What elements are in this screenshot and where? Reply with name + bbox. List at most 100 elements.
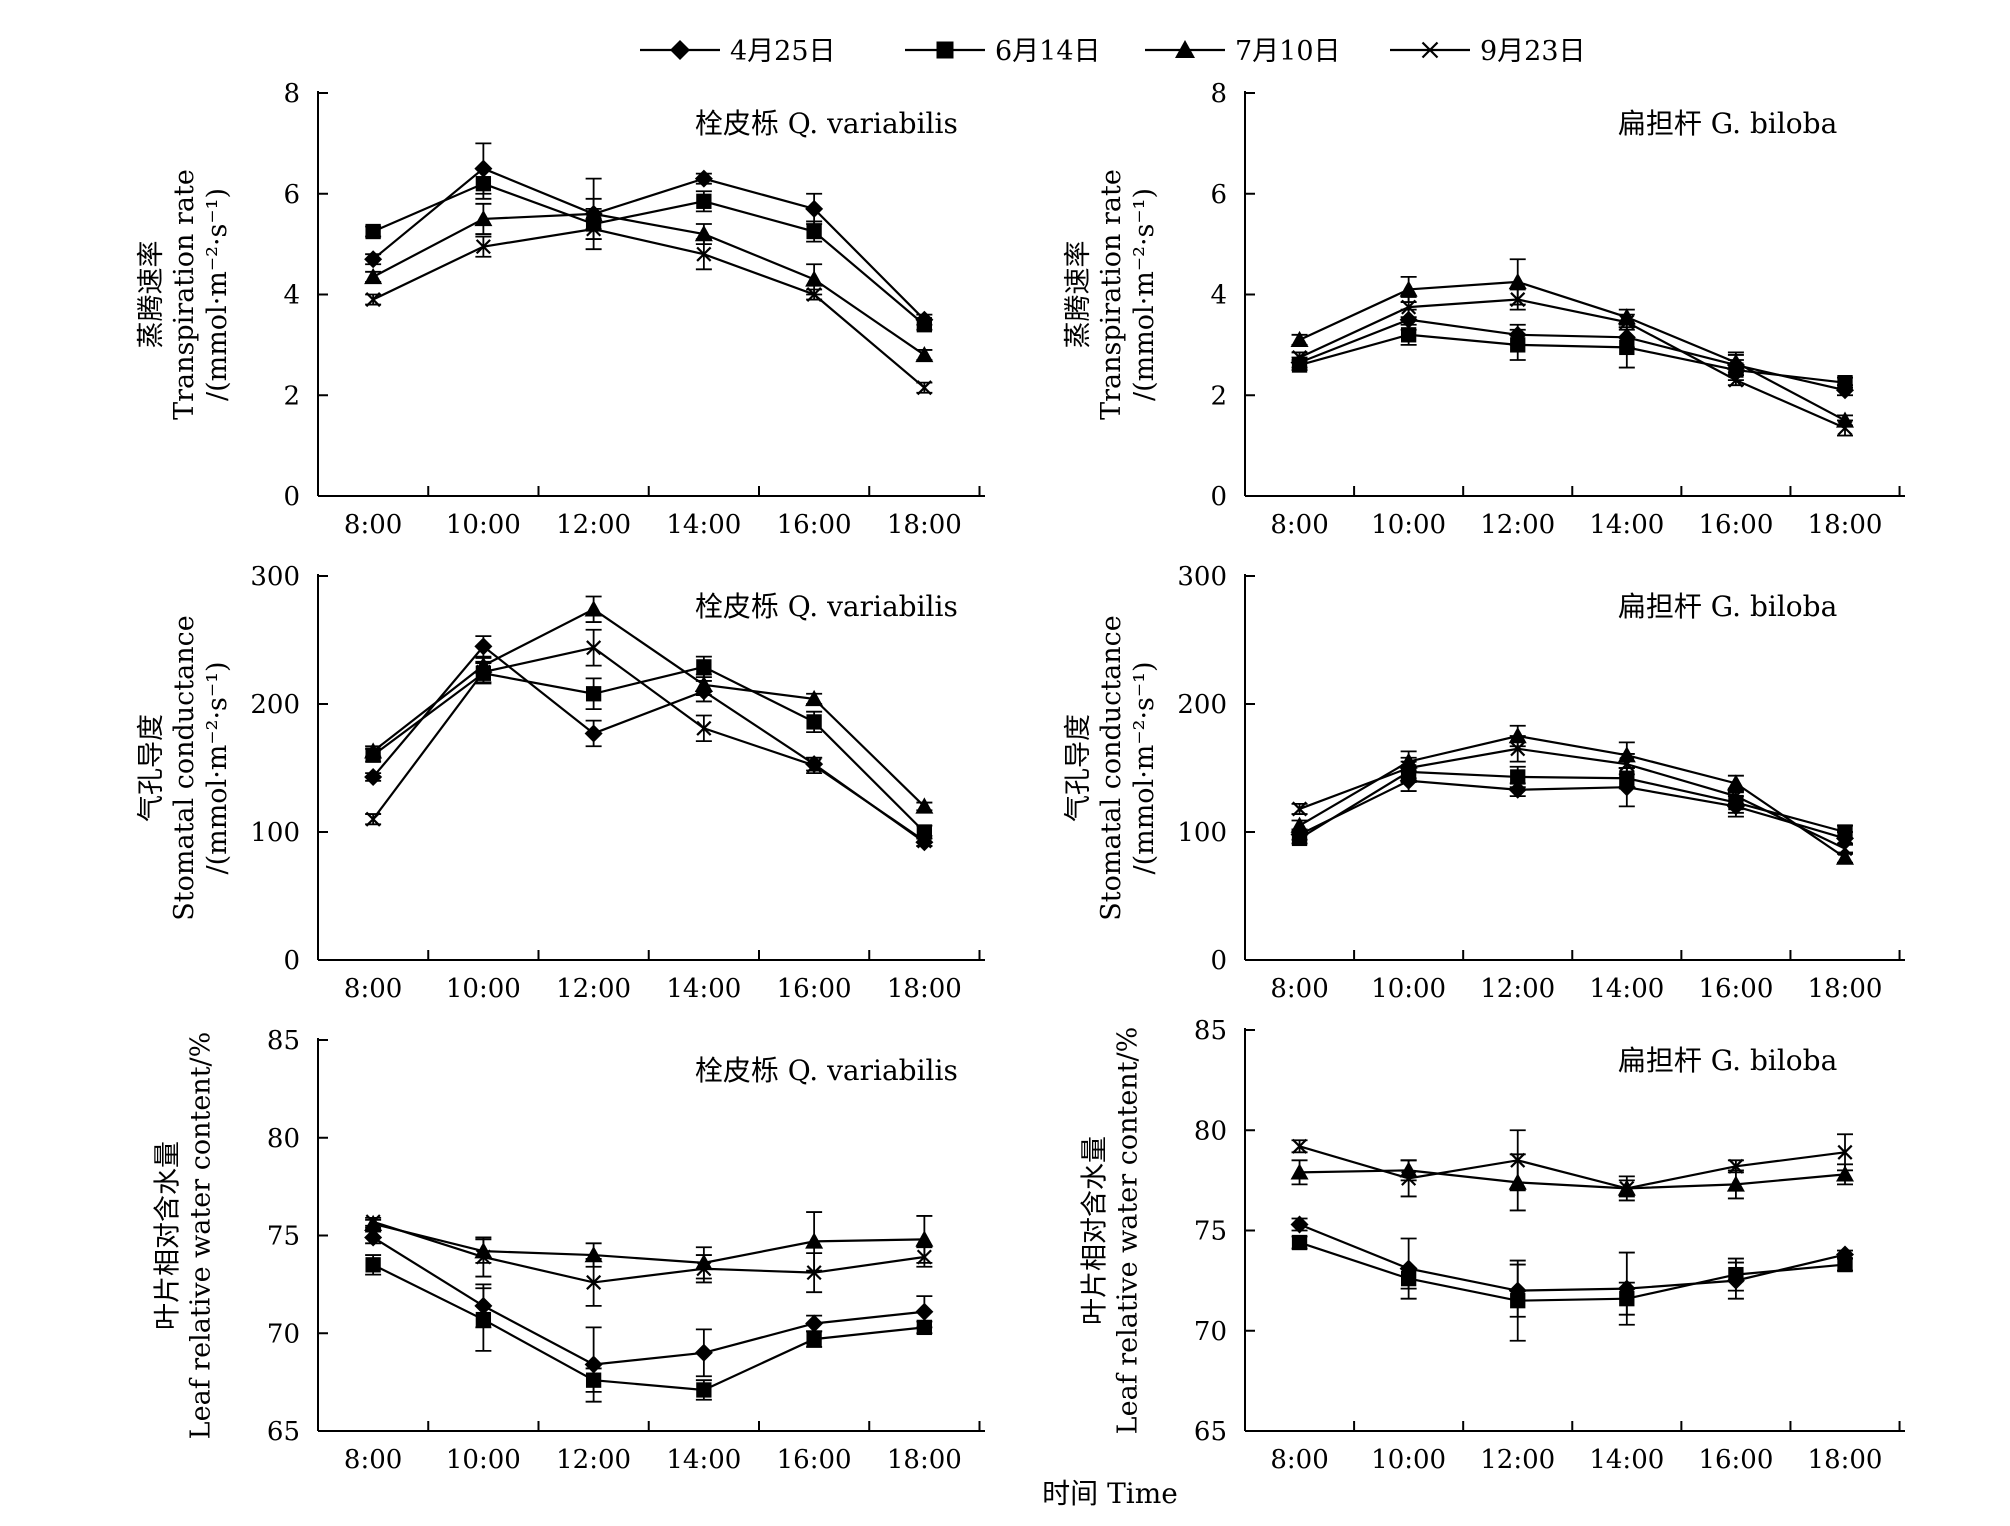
data-point xyxy=(1726,353,1745,370)
series-square xyxy=(1291,760,1853,847)
series-cross xyxy=(365,628,933,849)
x-tick-label: 8:00 xyxy=(344,1445,402,1475)
series-line xyxy=(372,227,926,389)
data-point xyxy=(364,767,383,786)
panel-title: 扁担杆 G. biloba xyxy=(1618,1044,1837,1077)
data-point xyxy=(1510,337,1526,353)
legend-marker xyxy=(936,41,954,59)
data-point xyxy=(806,757,822,773)
data-point xyxy=(1619,1291,1635,1307)
data-point xyxy=(1290,330,1309,348)
data-point xyxy=(694,1343,713,1362)
series-line xyxy=(372,1220,925,1284)
data-point xyxy=(364,267,383,285)
y-axis-label: Transpiration rate xyxy=(1096,169,1127,420)
series-line xyxy=(1299,318,1846,392)
y-tick-label: 0 xyxy=(283,482,300,512)
y-tick-label: 200 xyxy=(1177,690,1227,720)
panel-title: 栓皮栎 Q. variabilis xyxy=(695,1054,958,1087)
data-point xyxy=(915,797,934,814)
data-point xyxy=(1508,780,1527,799)
chart-panel-tr-q: 0 2 4 6 8 8:00 10:00 12:00 14:00 16:00 18:00 栓皮栎 Q.… xyxy=(136,79,985,540)
data-point xyxy=(916,833,932,849)
data-point xyxy=(475,1249,491,1265)
x-tick-label: 10:00 xyxy=(446,974,521,1004)
data-point xyxy=(1510,1152,1526,1168)
legend-item: 9月23日 xyxy=(1390,36,1586,67)
x-tick-label: 14:00 xyxy=(666,974,741,1004)
data-point xyxy=(805,199,824,218)
data-point xyxy=(475,176,492,192)
series-line xyxy=(1299,333,1846,384)
series-line xyxy=(372,1263,925,1392)
data-point xyxy=(1728,372,1744,388)
series-diamond xyxy=(364,635,934,852)
legend-label: 6月14日 xyxy=(995,36,1101,67)
y-tick-label: 85 xyxy=(1194,1016,1227,1046)
y-tick-label: 80 xyxy=(267,1124,300,1154)
x-tick-label: 14:00 xyxy=(1589,510,1664,540)
y-axis-label: Leaf relative water content/% xyxy=(1113,1027,1144,1435)
data-point xyxy=(584,204,603,222)
y-tick-label: 70 xyxy=(267,1319,300,1349)
data-point xyxy=(1837,1144,1853,1160)
series-square xyxy=(1291,1234,1853,1342)
x-tick-label: 16:00 xyxy=(1698,510,1773,540)
data-point xyxy=(696,1382,712,1398)
series-line xyxy=(372,608,926,808)
x-tick-label: 10:00 xyxy=(1371,510,1446,540)
data-point xyxy=(1510,741,1526,757)
data-point xyxy=(1837,824,1853,840)
x-tick-label: 18:00 xyxy=(887,1445,962,1475)
x-tick-label: 18:00 xyxy=(1808,974,1883,1004)
data-point xyxy=(915,345,934,363)
series-line xyxy=(372,167,926,321)
x-tick-label: 18:00 xyxy=(1808,510,1883,540)
data-point xyxy=(806,714,822,730)
series-line xyxy=(1299,280,1846,422)
x-tick-label: 18:00 xyxy=(887,510,962,540)
x-tick-label: 16:00 xyxy=(1698,1445,1773,1475)
x-tick-label: 14:00 xyxy=(1589,974,1664,1004)
x-tick-label: 10:00 xyxy=(1371,974,1446,1004)
y-axis-label: /(mmol·m⁻²·s⁻¹) xyxy=(1129,661,1160,874)
data-point xyxy=(1292,349,1308,365)
data-point xyxy=(915,1302,934,1321)
series-triangle xyxy=(364,595,934,814)
series-diamond xyxy=(364,1228,934,1403)
y-tick-label: 75 xyxy=(1194,1217,1227,1247)
x-tick-label: 8:00 xyxy=(344,510,402,540)
x-tick-label: 18:00 xyxy=(887,974,962,1004)
legend-item: 6月14日 xyxy=(905,36,1101,67)
series-square xyxy=(365,1254,933,1401)
y-axis-label: Transpiration rate xyxy=(169,169,200,420)
x-tick-label: 14:00 xyxy=(666,510,741,540)
data-point xyxy=(1837,1256,1853,1273)
data-point xyxy=(1291,1234,1308,1251)
data-point xyxy=(696,720,712,736)
y-tick-label: 4 xyxy=(1210,281,1227,311)
data-point xyxy=(696,1261,712,1277)
panel-title: 栓皮栎 Q. variabilis xyxy=(695,107,958,140)
chart-panel-gs-q: 0 100 200 300 8:00 10:00 12:00 14:00 16:00 18:00 栓… xyxy=(136,562,985,1004)
x-tick-label: 16:00 xyxy=(777,974,852,1004)
y-axis-label: 叶片相对含水量 xyxy=(153,1141,184,1330)
series-square xyxy=(365,167,933,333)
y-axis-label: Stomatal conductance xyxy=(1096,615,1127,920)
y-tick-label: 6 xyxy=(1210,180,1227,210)
legend-label: 4月25日 xyxy=(730,36,836,67)
data-point xyxy=(365,223,381,240)
y-tick-label: 8 xyxy=(1210,79,1227,109)
x-tick-label: 8:00 xyxy=(1270,974,1328,1004)
series-triangle xyxy=(364,197,934,363)
series-line xyxy=(1298,770,1846,840)
data-point xyxy=(1726,1175,1745,1192)
x-tick-label: 14:00 xyxy=(1589,1445,1664,1475)
data-point xyxy=(916,1249,932,1265)
x-tick-label: 12:00 xyxy=(1480,974,1555,1004)
y-axis-label: /(mmol·m⁻²·s⁻¹) xyxy=(202,188,233,401)
data-point xyxy=(1728,788,1744,804)
y-tick-label: 80 xyxy=(1194,1116,1227,1146)
data-point xyxy=(694,169,713,188)
data-point xyxy=(805,1232,824,1249)
